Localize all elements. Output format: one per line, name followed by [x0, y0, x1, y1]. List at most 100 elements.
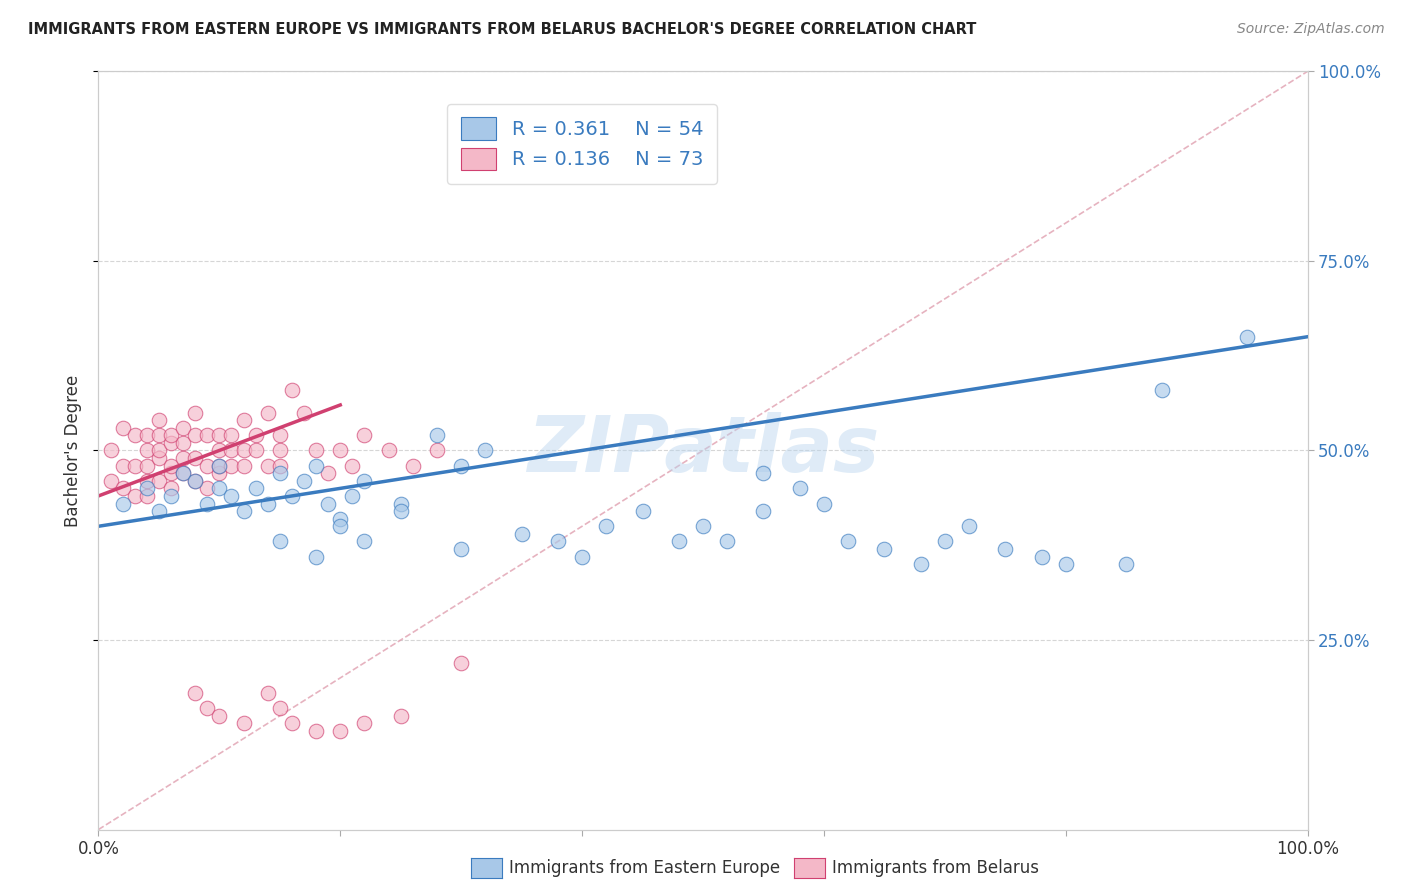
Point: [111, 458, 134, 473]
Point: [195, 458, 218, 473]
Point: [342, 458, 364, 473]
Point: [135, 474, 157, 488]
Point: [716, 534, 738, 549]
Point: [100, 474, 122, 488]
Point: [402, 458, 425, 473]
Point: [256, 405, 278, 420]
Point: [172, 421, 194, 435]
Point: [172, 436, 194, 450]
Point: [910, 557, 932, 572]
Point: [160, 436, 183, 450]
Point: [256, 496, 278, 510]
Point: [353, 534, 375, 549]
Point: [353, 428, 375, 442]
Text: IMMIGRANTS FROM EASTERN EUROPE VS IMMIGRANTS FROM BELARUS BACHELOR'S DEGREE CORR: IMMIGRANTS FROM EASTERN EUROPE VS IMMIGR…: [28, 22, 977, 37]
Legend: R = 0.361    N = 54, R = 0.136    N = 73: R = 0.361 N = 54, R = 0.136 N = 73: [447, 103, 717, 184]
Point: [232, 716, 254, 731]
Point: [184, 474, 207, 488]
Point: [450, 656, 472, 670]
Point: [135, 482, 157, 496]
Point: [595, 519, 617, 533]
Point: [316, 467, 339, 481]
Point: [184, 405, 207, 420]
Point: [1236, 330, 1258, 344]
Point: [668, 534, 690, 549]
Point: [148, 504, 170, 518]
Point: [184, 428, 207, 442]
Point: [305, 458, 328, 473]
Point: [232, 504, 254, 518]
Point: [957, 519, 980, 533]
Point: [329, 443, 352, 458]
Point: [813, 496, 835, 510]
Point: [160, 467, 183, 481]
Point: [1054, 557, 1077, 572]
Point: [245, 443, 267, 458]
Point: [389, 708, 412, 723]
Point: [148, 474, 170, 488]
Point: [256, 458, 278, 473]
Point: [353, 474, 375, 488]
Point: [221, 428, 243, 442]
Point: [135, 443, 157, 458]
Point: [994, 542, 1017, 557]
Point: [292, 474, 315, 488]
Point: [184, 474, 207, 488]
Point: [269, 428, 291, 442]
Point: [837, 534, 859, 549]
Point: [160, 428, 183, 442]
Point: [135, 489, 157, 503]
Point: [135, 458, 157, 473]
Point: [510, 526, 533, 541]
Point: [571, 549, 593, 564]
Text: Immigrants from Eastern Europe: Immigrants from Eastern Europe: [509, 859, 780, 877]
Point: [111, 482, 134, 496]
Point: [160, 458, 183, 473]
Point: [232, 413, 254, 427]
Point: [269, 443, 291, 458]
Point: [160, 482, 183, 496]
Point: [1152, 383, 1174, 397]
Point: [232, 458, 254, 473]
Point: [160, 489, 183, 503]
Point: [292, 405, 315, 420]
Point: [245, 428, 267, 442]
Point: [221, 443, 243, 458]
Point: [1031, 549, 1053, 564]
Point: [111, 496, 134, 510]
Y-axis label: Bachelor's Degree: Bachelor's Degree: [65, 375, 83, 526]
Point: [208, 467, 231, 481]
Point: [100, 443, 122, 458]
Point: [305, 724, 328, 739]
Point: [148, 443, 170, 458]
Point: [329, 512, 352, 526]
Point: [281, 716, 304, 731]
Point: [934, 534, 956, 549]
Point: [269, 534, 291, 549]
Point: [208, 458, 231, 473]
Point: [426, 443, 449, 458]
Point: [172, 467, 194, 481]
Point: [256, 686, 278, 700]
Point: [195, 482, 218, 496]
Point: [389, 504, 412, 518]
Point: [184, 686, 207, 700]
Point: [232, 443, 254, 458]
Point: [474, 443, 496, 458]
Point: [269, 701, 291, 715]
Point: [269, 467, 291, 481]
Point: [389, 496, 412, 510]
Point: [631, 504, 654, 518]
Point: [752, 467, 775, 481]
Point: [329, 519, 352, 533]
Point: [148, 451, 170, 466]
Point: [124, 428, 146, 442]
Point: [692, 519, 714, 533]
Point: [148, 413, 170, 427]
Point: [195, 496, 218, 510]
Point: [426, 428, 449, 442]
Point: [329, 724, 352, 739]
Point: [172, 451, 194, 466]
Point: [124, 489, 146, 503]
Point: [195, 701, 218, 715]
